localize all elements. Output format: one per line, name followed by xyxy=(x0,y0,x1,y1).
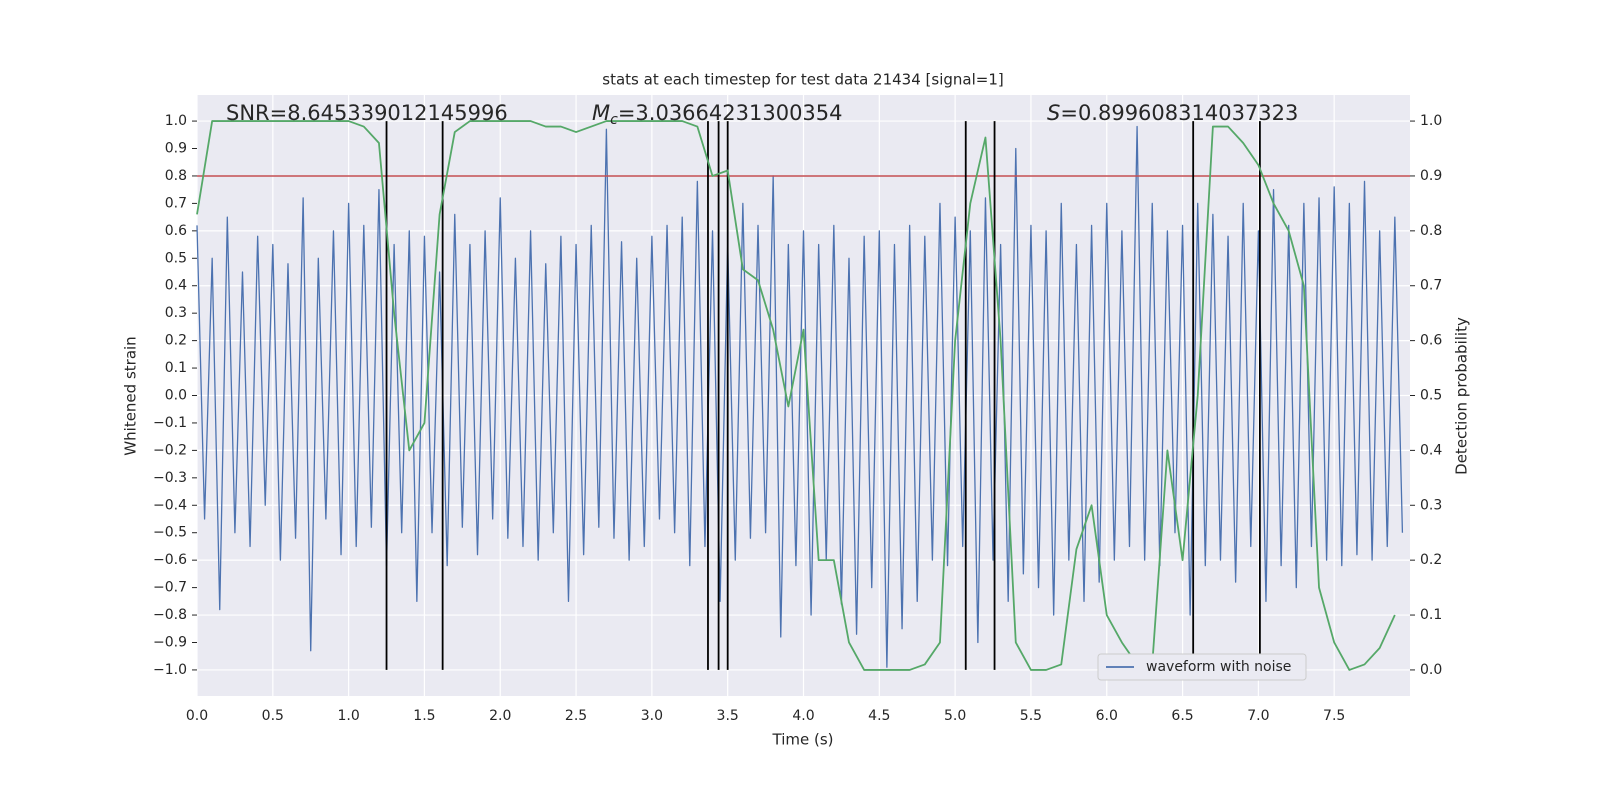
y2-tick-label: 0.4 xyxy=(1420,442,1442,458)
y-tick-label: 0.7 xyxy=(165,195,187,211)
x-tick-label: 1.5 xyxy=(413,708,435,724)
annotation-symbol: M xyxy=(592,101,610,125)
annotation: SNR=8.645339012145996 xyxy=(226,101,508,125)
chart-title: stats at each timestep for test data 214… xyxy=(602,71,1003,89)
x-tick-label: 0.5 xyxy=(262,708,284,724)
annotation-text: =0.899608314037323 xyxy=(1060,101,1298,125)
annotation-text: SNR=8.645339012145996 xyxy=(226,101,508,125)
y-tick-label: −0.1 xyxy=(153,415,187,431)
x-tick-label: 5.0 xyxy=(944,708,966,724)
y-tick-label: −0.7 xyxy=(153,580,187,596)
y2-tick-label: 0.6 xyxy=(1420,333,1442,349)
x-tick-label: 7.0 xyxy=(1247,708,1269,724)
y-tick-label: 0.0 xyxy=(165,388,187,404)
probability-line xyxy=(196,120,1396,671)
y-tick-label: −0.9 xyxy=(153,634,187,650)
x-tick-label: 0.0 xyxy=(186,708,208,724)
y-tick-label: −0.4 xyxy=(153,497,187,513)
y2-tick-label: 0.2 xyxy=(1420,552,1442,568)
x-tick-label: 2.0 xyxy=(489,708,511,724)
x-tick-label: 4.0 xyxy=(792,708,814,724)
annotation-subscript: c xyxy=(610,112,618,128)
y2-tick-label: 0.5 xyxy=(1420,388,1442,404)
y-tick-label: −0.5 xyxy=(153,525,187,541)
y-tick-label: −0.6 xyxy=(153,552,187,568)
y-tick-label: −1.0 xyxy=(153,662,187,678)
annotation-symbol: S xyxy=(1047,101,1060,125)
y2-tick-label: 0.8 xyxy=(1420,223,1442,239)
y-tick-label: 0.4 xyxy=(165,278,187,294)
y-tick-label: 0.2 xyxy=(165,333,187,349)
waveform-line xyxy=(196,125,1404,668)
y2-tick-label: 0.9 xyxy=(1420,168,1442,184)
x-tick-label: 1.0 xyxy=(337,708,359,724)
annotation: Mc=3.03664231300354 xyxy=(592,101,843,128)
y-tick-label: 0.9 xyxy=(165,141,187,157)
x-tick-label: 4.5 xyxy=(868,708,890,724)
y-tick-label: 0.1 xyxy=(165,360,187,376)
y-tick-label: 0.3 xyxy=(165,305,187,321)
y-tick-label: −0.8 xyxy=(153,607,187,623)
y-tick-label: −0.2 xyxy=(153,442,187,458)
y2-tick-label: 0.0 xyxy=(1420,662,1442,678)
legend-box xyxy=(1097,653,1307,681)
x-tick-label: 3.0 xyxy=(641,708,663,724)
y2-tick-label: 0.1 xyxy=(1420,607,1442,623)
y-axis-label: Whitened strain xyxy=(122,336,140,455)
y2-axis-label: Detection probability xyxy=(1453,317,1471,475)
x-axis-label: Time (s) xyxy=(772,731,834,749)
x-tick-label: 6.0 xyxy=(1096,708,1118,724)
legend-label: waveform with noise xyxy=(1146,659,1291,675)
y2-tick-label: 0.7 xyxy=(1420,278,1442,294)
y2-tick-label: 0.3 xyxy=(1420,497,1442,513)
y-tick-label: 1.0 xyxy=(165,113,187,129)
x-tick-label: 2.5 xyxy=(565,708,587,724)
x-tick-label: 7.5 xyxy=(1323,708,1345,724)
x-tick-label: 6.5 xyxy=(1171,708,1193,724)
y2-tick-label: 1.0 xyxy=(1420,113,1442,129)
x-tick-label: 5.5 xyxy=(1020,708,1042,724)
y-tick-label: 0.5 xyxy=(165,250,187,266)
y-tick-label: −0.3 xyxy=(153,470,187,486)
annotation-text: =3.03664231300354 xyxy=(618,101,843,125)
x-tick-label: 3.5 xyxy=(717,708,739,724)
y-tick-label: 0.8 xyxy=(165,168,187,184)
annotation: S=0.899608314037323 xyxy=(1047,101,1298,125)
y-tick-label: 0.6 xyxy=(165,223,187,239)
